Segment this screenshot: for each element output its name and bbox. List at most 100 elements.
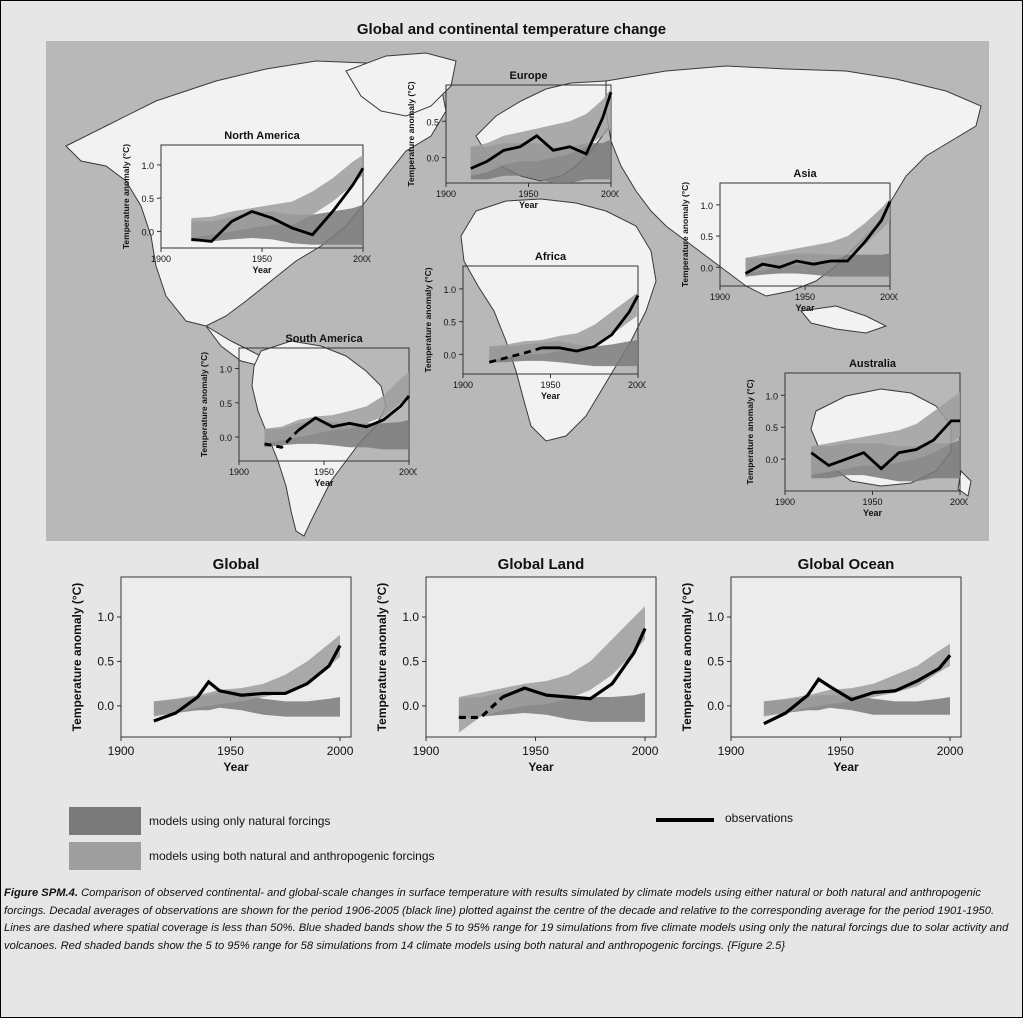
chart-title: North America — [224, 130, 300, 142]
x-tick-label: 1900 — [108, 744, 135, 758]
x-tick-label: 1950 — [522, 744, 549, 758]
legend-observations-line — [656, 818, 714, 822]
anthropogenic-forcing-band — [458, 606, 645, 733]
anthropogenic-forcing-band — [811, 392, 960, 476]
observations-line — [153, 644, 342, 723]
y-tick-label: 0.0 — [765, 455, 778, 465]
y-tick-label: 0.5 — [443, 318, 456, 328]
observations-line — [763, 654, 952, 726]
chart-title: Africa — [535, 251, 567, 263]
y-tick-label: 0.0 — [141, 227, 154, 237]
anthropogenic-forcing-band — [745, 198, 890, 274]
y-axis-label: Temperature anomaly (°C) — [375, 583, 389, 732]
y-axis-label: Temperature anomaly (°C) — [680, 583, 694, 732]
chart-asia: 0.0 0.5 1.0 1900 1950 2000 Year Temperature ano… — [680, 168, 898, 313]
y-tick-label: 0.5 — [141, 194, 154, 204]
anthropogenic-forcing-band — [470, 88, 611, 176]
y-axis-label: Temperature anomaly (°C) — [121, 144, 131, 249]
x-tick-label: 1950 — [540, 380, 560, 390]
y-axis-label: Temperature anomaly (°C) — [423, 267, 433, 372]
x-tick-label: 2000 — [353, 254, 371, 264]
se-asia-islands-land — [800, 305, 888, 334]
y-tick-label: 0.0 — [426, 154, 439, 164]
x-tick-label: 1900 — [436, 189, 456, 199]
chart-south-america: 0.0 0.5 1.0 1900 1950 2000 Year Temperature ano… — [199, 333, 417, 488]
anthropogenic-forcing-band — [153, 634, 340, 717]
y-axis-label: Temperature anomaly (°C) — [70, 583, 84, 732]
figure-title: Global and continental temperature chang… — [356, 21, 667, 38]
x-tick-label: 1900 — [775, 497, 795, 507]
observations-line — [541, 294, 640, 353]
x-tick-label: 1900 — [710, 292, 730, 302]
observations-line-dashed — [458, 695, 504, 720]
africa-land — [460, 198, 657, 442]
chart-north-america: 0.0 0.5 1.0 1900 1950 2000 Year Temperature ano… — [121, 130, 371, 275]
x-tick-label: 1900 — [413, 744, 440, 758]
anthropogenic-forcing-band — [191, 155, 363, 238]
x-axis-label: Year — [519, 200, 539, 210]
y-tick-label: 0.0 — [443, 350, 456, 360]
x-axis-label: Year — [795, 303, 815, 313]
anthropogenic-forcing-band — [264, 372, 409, 444]
x-tick-label: 2000 — [628, 380, 646, 390]
x-tick-label: 2000 — [632, 744, 659, 758]
observations-line — [502, 627, 647, 701]
chart-global: 0.0 0.5 1.0 1900 1950 2000 Year Temperature ano… — [70, 556, 354, 774]
y-tick-label: 0.5 — [402, 654, 419, 668]
chart-title: Europe — [510, 70, 548, 82]
chart-europe: 0.0 0.5 1900 1950 2000 Year Temperature anomal… — [406, 70, 619, 210]
y-axis-label: Temperature anomaly (°C) — [406, 81, 416, 186]
y-tick-label: 0.0 — [97, 699, 114, 713]
legend-natural-label: models using only natural forcings — [149, 814, 331, 828]
y-tick-label: 0.0 — [219, 433, 232, 443]
figure-caption: Figure SPM.4. Comparison of observed con… — [4, 885, 1020, 955]
x-tick-label: 1950 — [862, 497, 882, 507]
observations-line — [744, 201, 892, 275]
x-tick-label: 2000 — [601, 189, 619, 199]
observations-line — [810, 419, 960, 471]
x-tick-label: 2000 — [880, 292, 898, 302]
chart-title: Global Ocean — [798, 556, 895, 573]
y-tick-label: 0.5 — [219, 399, 232, 409]
new-zealand-land — [957, 469, 972, 497]
x-tick-label: 1950 — [314, 467, 334, 477]
y-tick-label: 1.0 — [707, 610, 724, 624]
x-axis-label: Year — [223, 760, 249, 774]
chart-africa: 0.0 0.5 1.0 1900 1950 2000 Year Temperature ano… — [423, 251, 646, 401]
x-tick-label: 1900 — [453, 380, 473, 390]
greenland-land — [345, 52, 457, 117]
y-tick-label: 0.0 — [700, 263, 713, 273]
legend-observations-label: observations — [725, 811, 794, 825]
x-tick-label: 1900 — [151, 254, 171, 264]
x-tick-label: 1950 — [518, 189, 538, 199]
anthropogenic-forcing-band — [763, 643, 950, 717]
caption-label: Figure SPM.4. — [4, 887, 78, 899]
y-axis-label: Temperature anomaly (°C) — [745, 379, 755, 484]
y-tick-label: 0.5 — [765, 423, 778, 433]
x-axis-label: Year — [252, 265, 272, 275]
observations-line-dashed — [264, 429, 300, 449]
x-axis-label: Year — [528, 760, 554, 774]
anthropogenic-forcing-band — [489, 292, 638, 361]
y-tick-label: 1.0 — [443, 285, 456, 295]
observations-line — [297, 395, 411, 432]
y-tick-label: 1.0 — [141, 161, 154, 171]
caption-text: Comparison of observed continental- and … — [4, 887, 1009, 952]
y-tick-label: 0.5 — [700, 232, 713, 242]
y-tick-label: 0.5 — [426, 117, 439, 127]
y-axis-label: Temperature anomaly (°C) — [199, 352, 209, 457]
chart-title: Global Land — [498, 556, 585, 573]
x-tick-label: 2000 — [950, 497, 968, 507]
chart-global-ocean: 0.0 0.5 1.0 1900 1950 2000 Year Temperature ano… — [680, 556, 964, 774]
x-tick-label: 2000 — [937, 744, 964, 758]
y-tick-label: 0.0 — [402, 699, 419, 713]
x-tick-label: 1950 — [252, 254, 272, 264]
natural-forcing-band — [191, 204, 363, 245]
chart-global-land: 0.0 0.5 1.0 1900 1950 2000 Year Temperature ano… — [375, 556, 659, 774]
x-tick-label: 1900 — [229, 467, 249, 477]
x-axis-label: Year — [863, 508, 883, 518]
x-tick-label: 2000 — [399, 467, 417, 477]
chart-title: Australia — [849, 358, 897, 370]
x-tick-label: 1950 — [217, 744, 244, 758]
